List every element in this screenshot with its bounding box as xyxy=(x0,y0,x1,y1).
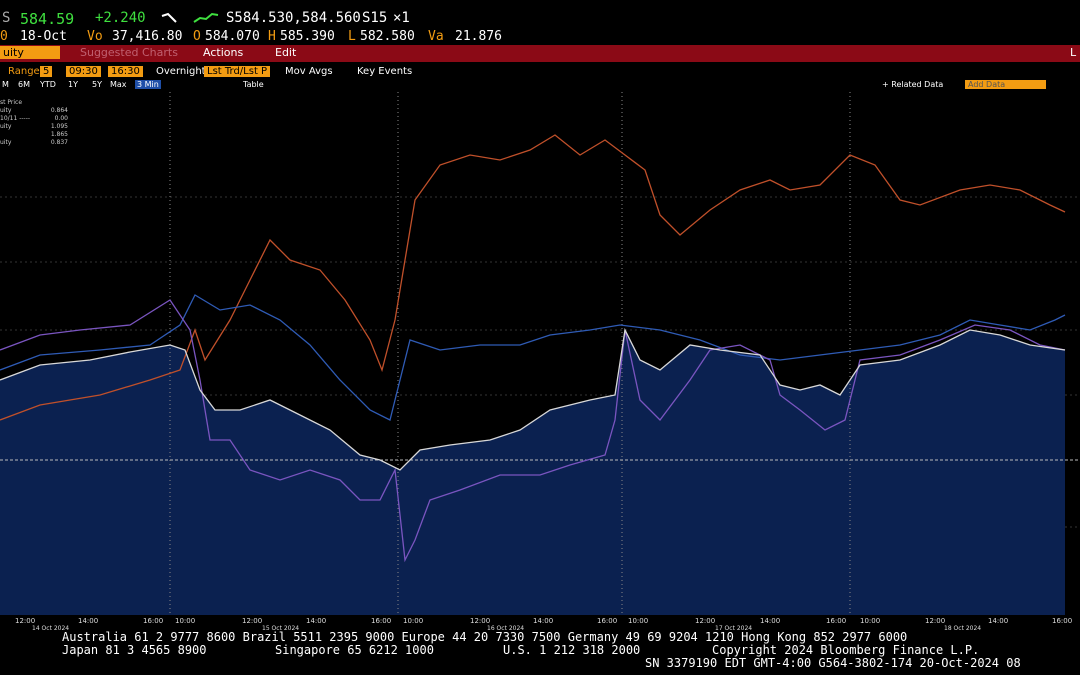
legend-value: 1.865 xyxy=(50,131,68,138)
legend-value: 1.095 xyxy=(50,123,68,130)
series-line xyxy=(0,294,1066,421)
actions-menu[interactable]: Actions xyxy=(203,46,244,59)
legend-name: 10/11 ----- xyxy=(0,115,31,122)
stat-label: H xyxy=(268,29,276,44)
stat: 584.070 xyxy=(205,29,260,44)
stat-label: L xyxy=(348,29,356,44)
range-label: Range xyxy=(8,66,40,77)
x-tick-label: 14:00 xyxy=(78,617,99,625)
x-tick-label: 16:00 xyxy=(143,617,164,625)
ticker: S xyxy=(2,10,11,26)
footer-text: Japan 81 3 4565 8900 xyxy=(62,643,207,657)
menu-right: L xyxy=(1070,46,1077,59)
end-time[interactable]: 16:30 xyxy=(108,66,143,77)
stat-label: Va xyxy=(428,29,444,44)
stat: 37,416.80 xyxy=(112,29,183,44)
legend-name: uity xyxy=(0,107,12,114)
stat: 21.876 xyxy=(455,29,502,44)
x-date-label: 16 Oct 2024 xyxy=(487,625,525,632)
series-line xyxy=(0,299,1066,563)
footer-text: Singapore 65 6212 1000 xyxy=(275,643,434,657)
stat: 585.390 xyxy=(280,29,335,44)
x-tick-label: 12:00 xyxy=(15,617,36,625)
x-tick-label: 12:00 xyxy=(242,617,263,625)
x-date-label: 17 Oct 2024 xyxy=(715,625,753,632)
x-date-label: 15 Oct 2024 xyxy=(262,625,300,632)
sparkline xyxy=(161,12,219,23)
x-tick-label: 10:00 xyxy=(860,617,881,625)
footer-text: SN 3379190 EDT GMT-4:00 G564-3802-174 20… xyxy=(645,656,1021,670)
x-tick-label: 10:00 xyxy=(628,617,649,625)
footer-text: U.S. 1 212 318 2000 xyxy=(503,643,641,657)
footer-text: Australia 61 2 9777 8600 Brazil 5511 239… xyxy=(62,630,908,644)
add-data[interactable]: Add Data xyxy=(965,80,1046,89)
menu-bar xyxy=(0,45,1080,62)
legend-name: uity xyxy=(0,123,12,130)
stat: 0 xyxy=(0,29,8,44)
x-date-label: 14 Oct 2024 xyxy=(32,625,70,632)
edit-menu[interactable]: Edit xyxy=(275,46,297,59)
x-tick-label: 14:00 xyxy=(760,617,781,625)
series-line xyxy=(0,327,1066,471)
range-value[interactable]: 5 xyxy=(40,66,53,77)
stat-label: O xyxy=(193,29,201,44)
overnight[interactable]: Overnight xyxy=(156,66,206,77)
x-tick-label: 14:00 xyxy=(306,617,327,625)
stat: 18-Oct xyxy=(20,29,67,44)
x-tick-label: 16:00 xyxy=(826,617,847,625)
key-events[interactable]: Key Events xyxy=(357,66,413,77)
x-tick-label: 14:00 xyxy=(533,617,554,625)
security-field[interactable]: uity xyxy=(0,46,60,59)
bid-ask: S584.530,584.560 xyxy=(226,10,361,26)
x-tick-label: 12:00 xyxy=(925,617,946,625)
legend-row: uity 1.095 xyxy=(0,123,68,131)
last-price: 584.59 xyxy=(20,10,75,28)
x-tick-label: 10:00 xyxy=(175,617,196,625)
mov-avgs[interactable]: Mov Avgs xyxy=(285,66,333,77)
period-button[interactable]: 6M xyxy=(18,80,30,89)
legend-name: uity xyxy=(0,139,12,146)
legend-row: uity 0.864 xyxy=(0,107,68,115)
x-tick-label: 14:00 xyxy=(988,617,1009,625)
multiplier: ×1 xyxy=(393,10,410,26)
x-tick-label: 12:00 xyxy=(470,617,491,625)
legend: st Price uity 0.864 10/11 ----- 0.00 uity 1.0… xyxy=(0,99,68,147)
x-tick-label: 16:00 xyxy=(597,617,618,625)
legend-row: 10/11 ----- 0.00 xyxy=(0,115,68,123)
related-data[interactable]: + Related Data xyxy=(882,80,944,89)
legend-value: 0.837 xyxy=(50,139,68,146)
footer-text: Copyright 2024 Bloomberg Finance L.P. xyxy=(712,643,980,657)
x-tick-label: 12:00 xyxy=(695,617,716,625)
period-button[interactable]: M xyxy=(2,80,9,89)
suggested-charts[interactable]: Suggested Charts xyxy=(80,46,178,59)
x-date-label: 18 Oct 2024 xyxy=(944,625,982,632)
change: +2.240 xyxy=(95,10,146,26)
stat-label: Vo xyxy=(87,29,103,44)
area-fill xyxy=(0,330,1065,615)
series-line xyxy=(0,134,1066,421)
period-button[interactable]: 3 Min xyxy=(135,80,161,89)
x-tick-label: 16:00 xyxy=(371,617,392,625)
legend-row: uity 0.837 xyxy=(0,139,68,147)
legend-value: 0.864 xyxy=(50,107,68,114)
table-button[interactable]: Table xyxy=(243,80,264,89)
chart-area xyxy=(0,92,1080,615)
legend-row: 1.865 xyxy=(0,131,68,139)
start-time[interactable]: 09:30 xyxy=(66,66,101,77)
x-tick-label: 10:00 xyxy=(403,617,424,625)
period-button[interactable]: Max xyxy=(110,80,127,89)
x-tick-label: 16:00 xyxy=(1052,617,1073,625)
size: S15 xyxy=(362,10,388,26)
stat: 582.580 xyxy=(360,29,415,44)
legend-title: st Price xyxy=(0,99,23,106)
price-field[interactable]: Lst Trd/Lst P xyxy=(204,66,271,77)
period-button[interactable]: YTD xyxy=(40,80,56,89)
period-button[interactable]: 5Y xyxy=(92,80,102,89)
legend-value: 0.00 xyxy=(54,115,68,122)
period-button[interactable]: 1Y xyxy=(68,80,78,89)
